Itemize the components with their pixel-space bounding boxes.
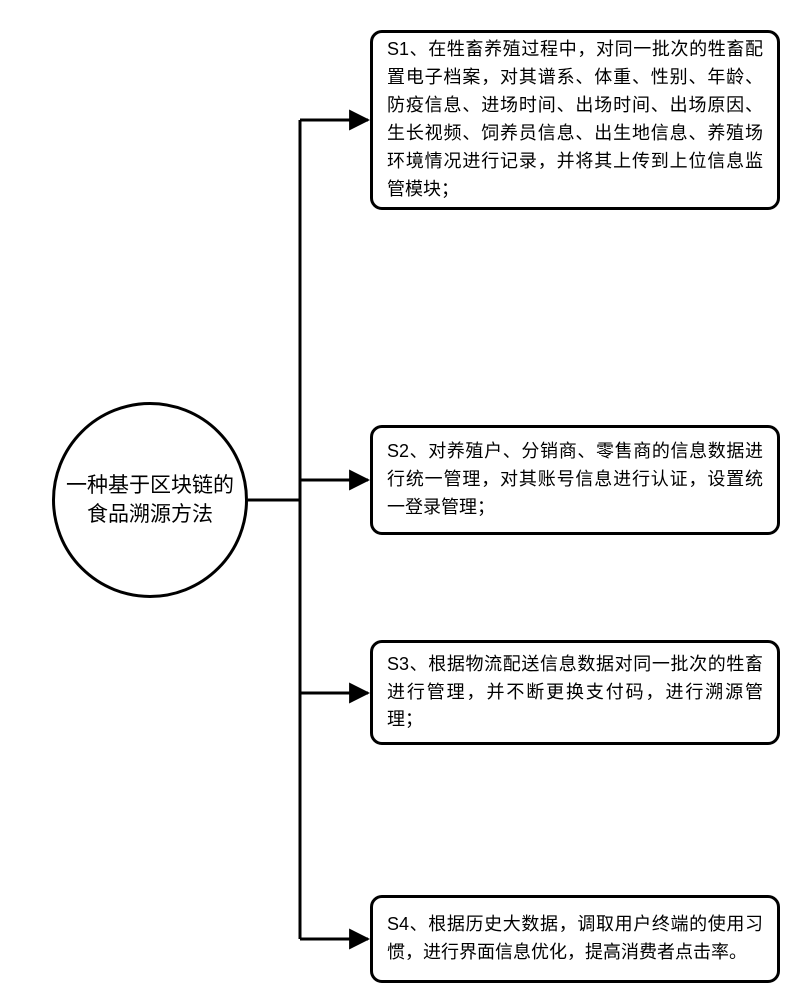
step-text-s4: S4、根据历史大数据，调取用户终端的使用习惯，进行界面信息优化，提高消费者点击率… bbox=[387, 911, 763, 967]
root-node-label: 一种基于区块链的食品溯源方法 bbox=[55, 471, 245, 530]
step-box-s2: S2、对养殖户、分销商、零售商的信息数据进行统一管理，对其账号信息进行认证，设置… bbox=[370, 425, 780, 535]
diagram-canvas: 一种基于区块链的食品溯源方法 S1、在牲畜养殖过程中，对同一批次的牲畜配置电子档… bbox=[0, 0, 800, 1000]
step-text-s3: S3、根据物流配送信息数据对同一批次的牲畜进行管理，并不断更换支付码，进行溯源管… bbox=[387, 651, 763, 735]
step-box-s3: S3、根据物流配送信息数据对同一批次的牲畜进行管理，并不断更换支付码，进行溯源管… bbox=[370, 640, 780, 745]
root-node: 一种基于区块链的食品溯源方法 bbox=[52, 402, 248, 598]
step-box-s1: S1、在牲畜养殖过程中，对同一批次的牲畜配置电子档案，对其谱系、体重、性别、年龄… bbox=[370, 30, 780, 210]
step-text-s2: S2、对养殖户、分销商、零售商的信息数据进行统一管理，对其账号信息进行认证，设置… bbox=[387, 438, 763, 522]
step-box-s4: S4、根据历史大数据，调取用户终端的使用习惯，进行界面信息优化，提高消费者点击率… bbox=[370, 895, 780, 983]
step-text-s1: S1、在牲畜养殖过程中，对同一批次的牲畜配置电子档案，对其谱系、体重、性别、年龄… bbox=[387, 36, 763, 203]
